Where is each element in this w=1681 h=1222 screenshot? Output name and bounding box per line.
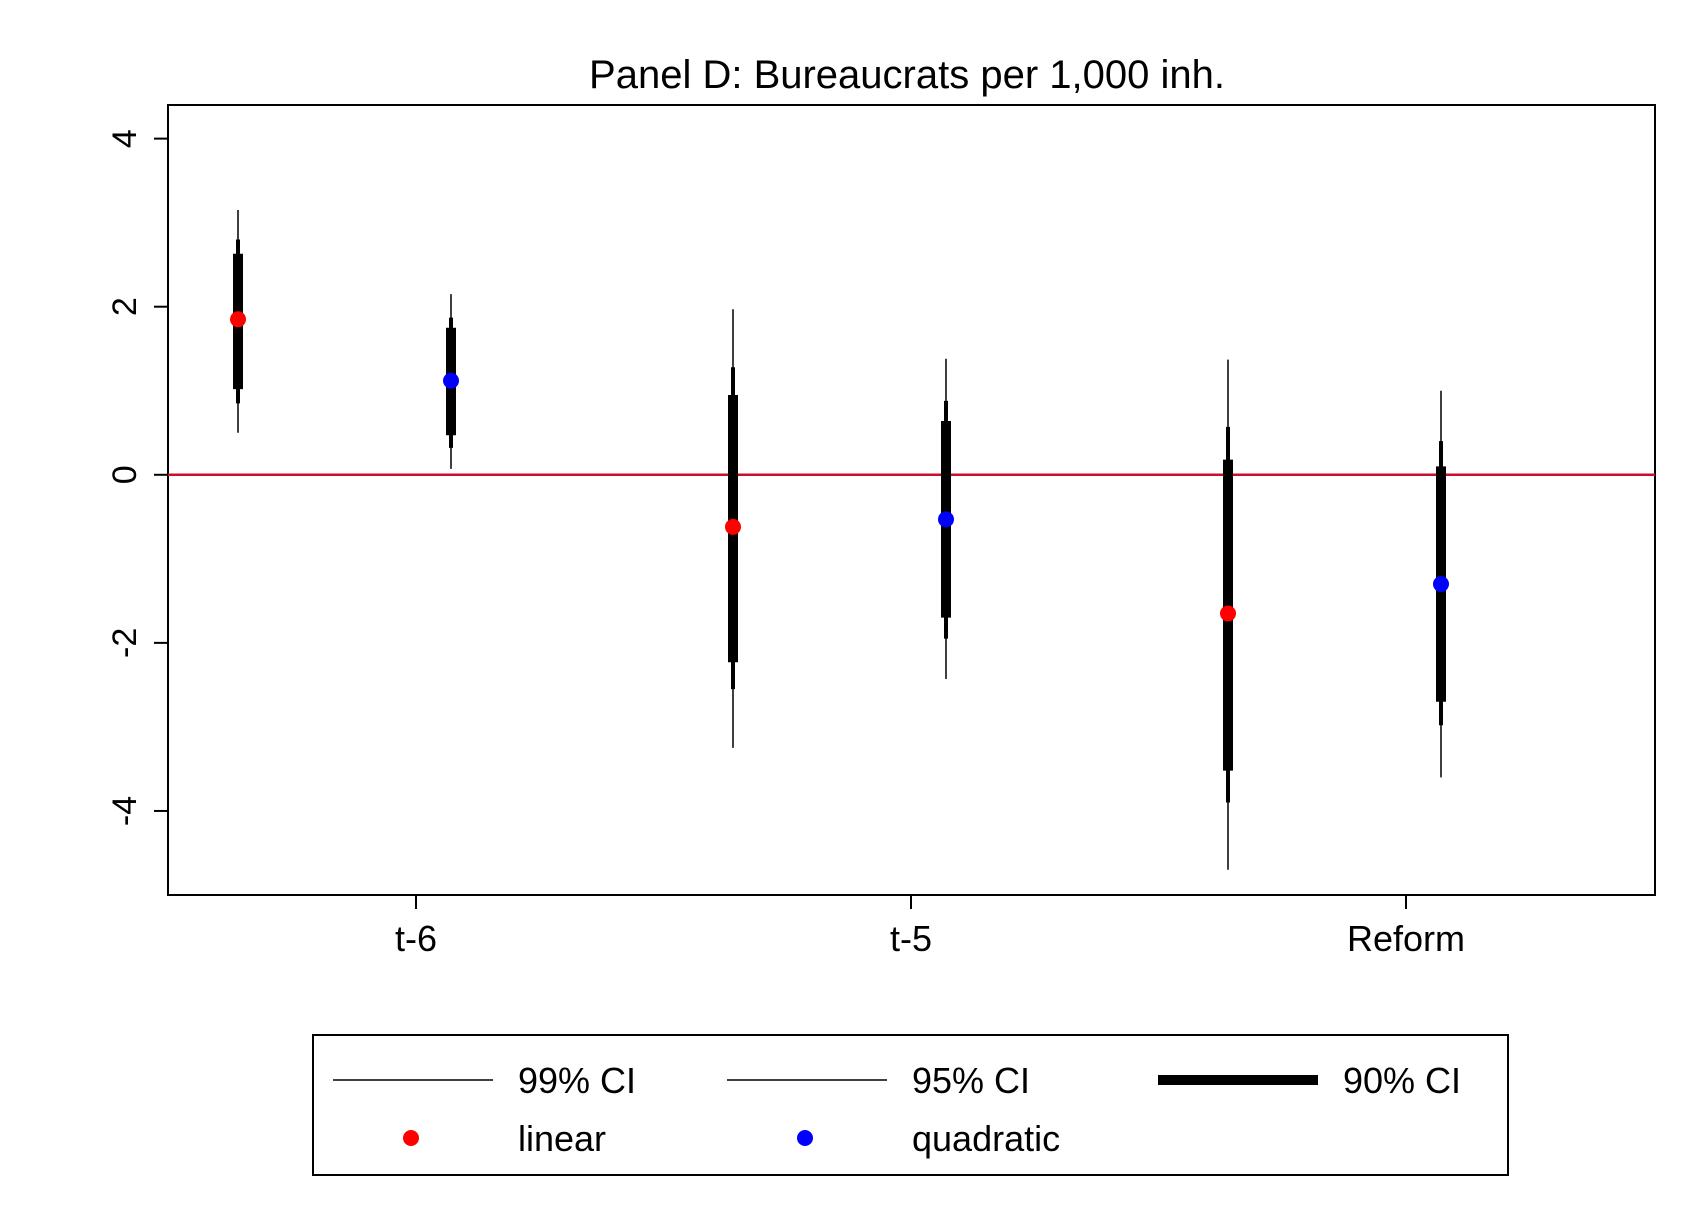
legend-item: 90% CI [1158, 1060, 1461, 1101]
estimate-group [1220, 359, 1236, 870]
point-marker [443, 372, 459, 389]
legend-swatch-marker [403, 1130, 419, 1146]
plot-area: 4 2 0 -2 -4 t-6 t-5 Reform [106, 104, 1656, 959]
chart-title: Panel D: Bureaucrats per 1,000 inh. [589, 53, 1225, 97]
legend-label: 95% CI [912, 1060, 1030, 1101]
x-tick-label: t-5 [890, 918, 932, 959]
y-tick-label: -2 [106, 628, 144, 658]
estimate-group [725, 309, 741, 748]
point-marker [1433, 576, 1449, 593]
estimate-group [443, 294, 459, 469]
estimate-group [1433, 390, 1449, 778]
y-tick-label: -4 [106, 796, 144, 826]
estimate-group [938, 358, 954, 680]
legend-item: 95% CI [727, 1060, 1030, 1101]
legend-item: quadratic [797, 1118, 1060, 1159]
point-marker [1220, 605, 1236, 622]
legend-label: quadratic [912, 1118, 1060, 1159]
y-tick-label: 2 [106, 297, 144, 316]
point-marker [230, 311, 246, 328]
legend: 99% CI 95% CI 90% CI linear quadratic [312, 1034, 1509, 1176]
estimate-group [230, 210, 246, 433]
y-tick-label: 4 [106, 129, 144, 148]
legend-item: 99% CI [333, 1060, 636, 1101]
point-marker [725, 518, 741, 535]
y-tick-label: 0 [106, 465, 144, 484]
legend-swatch-marker [797, 1130, 813, 1146]
point-marker [938, 511, 954, 528]
legend-box [312, 1034, 1509, 1176]
x-tick-label: Reform [1347, 918, 1465, 959]
legend-item: linear [403, 1118, 606, 1159]
legend-label: 90% CI [1343, 1060, 1461, 1101]
x-tick-label: t-6 [395, 918, 437, 959]
legend-label: 99% CI [518, 1060, 636, 1101]
legend-label: linear [518, 1118, 606, 1159]
